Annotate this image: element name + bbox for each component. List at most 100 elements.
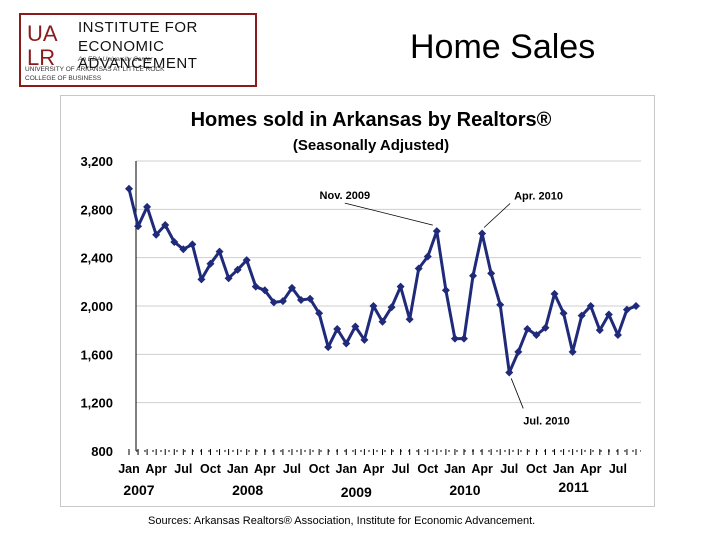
- data-point: [360, 335, 369, 344]
- data-point: [459, 334, 468, 343]
- data-point: [532, 331, 541, 339]
- annotation-arrow: [510, 378, 524, 409]
- y-tick-label: 2,800: [80, 202, 113, 217]
- data-point: [378, 317, 387, 326]
- data-point: [613, 331, 622, 339]
- annotation-label: Jul. 2010: [523, 415, 569, 427]
- data-point: [469, 271, 478, 280]
- annotations: Nov. 2009 Apr. 2010 Jul. 2010: [320, 190, 570, 427]
- x-tick-label: Oct: [309, 462, 331, 476]
- annotation-label: Apr. 2010: [514, 191, 563, 203]
- data-point: [215, 247, 224, 256]
- data-point: [423, 252, 432, 261]
- data-point: [604, 310, 613, 319]
- annotation-arrow: [344, 202, 433, 226]
- ualr-logo-mark: UA LR: [27, 21, 58, 70]
- data-point: [478, 229, 487, 238]
- logo-mark-lr: LR: [27, 45, 55, 70]
- x-tick-label: Jul: [174, 462, 192, 476]
- y-tick-label: 2,400: [80, 251, 113, 266]
- logo-line-economic: ECONOMIC ADVANCEMENT: [78, 38, 198, 72]
- y-tick-label: 1,200: [80, 396, 113, 411]
- data-point: [260, 286, 269, 295]
- data-point: [487, 269, 496, 278]
- data-point: [333, 324, 342, 333]
- x-tick-label: Jul: [392, 462, 410, 476]
- x-tick-label: Jan: [227, 462, 249, 476]
- data-point: [632, 302, 640, 310]
- data-point: [405, 315, 414, 324]
- data-point: [342, 339, 351, 348]
- data-point: [134, 222, 143, 231]
- x-tick-labels: Jan Apr Jul Oct Jan Apr Jul Oct Jan Apr Jul Oct Jan A…: [118, 462, 627, 500]
- data-point: [369, 302, 378, 310]
- data-point: [306, 294, 315, 303]
- x-tick-label: Apr: [254, 462, 276, 476]
- x-tick-label: Apr: [580, 462, 602, 476]
- data-point: [143, 202, 152, 211]
- data-point: [287, 283, 296, 292]
- data-point: [523, 324, 532, 333]
- series-line: [127, 188, 637, 374]
- x-tick-label: Jul: [283, 462, 301, 476]
- x-tick-label: Jul: [609, 462, 627, 476]
- x-tick-label: Jan: [336, 462, 358, 476]
- x-tick-label: Jan: [444, 462, 466, 476]
- x-tick-label: Jul: [500, 462, 518, 476]
- year-label-2009: 2009: [341, 484, 372, 500]
- data-point: [595, 326, 604, 335]
- series-home-sales: [125, 184, 640, 377]
- data-point: [188, 240, 197, 249]
- data-point: [224, 274, 233, 283]
- y-tick-label: 2,000: [80, 299, 113, 314]
- data-point: [161, 221, 170, 230]
- x-tick-label: Oct: [417, 462, 439, 476]
- chart-title: Homes sold in Arkansas by Realtors®: [191, 109, 552, 131]
- y-tick-labels: 800 1,200 1,600 2,000 2,400 2,800 3,200: [80, 154, 113, 459]
- data-point: [550, 289, 559, 298]
- data-point: [514, 347, 523, 356]
- x-tick-label: Oct: [526, 462, 548, 476]
- data-point: [414, 264, 423, 273]
- annotation-arrow: [483, 203, 511, 228]
- data-point: [577, 311, 586, 320]
- data-point: [432, 227, 441, 236]
- year-label-2007: 2007: [123, 482, 154, 498]
- chart-subtitle: (Seasonally Adjusted): [293, 137, 449, 154]
- data-point: [251, 282, 260, 291]
- source-note: Sources: Arkansas Realtors® Association,…: [148, 515, 536, 527]
- data-point: [568, 347, 577, 356]
- grid-lines: [136, 160, 641, 404]
- data-point: [179, 245, 188, 254]
- data-point: [505, 368, 514, 377]
- y-tick-label: 3,200: [80, 154, 113, 169]
- data-point: [269, 298, 278, 307]
- slide-title: Home Sales: [410, 28, 596, 66]
- data-point: [242, 256, 251, 265]
- logo-line-institute: INSTITUTE FOR: [78, 19, 198, 36]
- data-point: [315, 309, 324, 318]
- x-tick-label: Apr: [471, 462, 493, 476]
- x-tick-label: Apr: [363, 462, 385, 476]
- year-label-2008: 2008: [232, 482, 263, 498]
- logo-line-eda: An EDA University Center: [78, 56, 153, 63]
- data-point: [387, 303, 396, 312]
- data-point: [586, 302, 595, 310]
- x-tick-label: Oct: [200, 462, 222, 476]
- data-point: [278, 297, 287, 306]
- data-point: [541, 323, 550, 332]
- year-label-2011: 2011: [558, 479, 589, 495]
- institute-logo: UA LR INSTITUTE FOR ECONOMIC ADVANCEMENT…: [19, 13, 257, 87]
- line-chart: Homes sold in Arkansas by Realtors® (Sea…: [80, 109, 641, 500]
- x-tick-label: Jan: [118, 462, 140, 476]
- data-point: [324, 343, 333, 352]
- data-point: [297, 295, 306, 304]
- x-tick-label: Apr: [145, 462, 167, 476]
- year-label-2010: 2010: [449, 482, 480, 498]
- logo-mark-ua: UA: [27, 21, 58, 46]
- logo-line-college: COLLEGE OF BUSINESS: [25, 75, 102, 82]
- data-point: [559, 309, 568, 318]
- data-point: [450, 334, 459, 343]
- data-point: [233, 265, 242, 274]
- data-point: [125, 184, 133, 193]
